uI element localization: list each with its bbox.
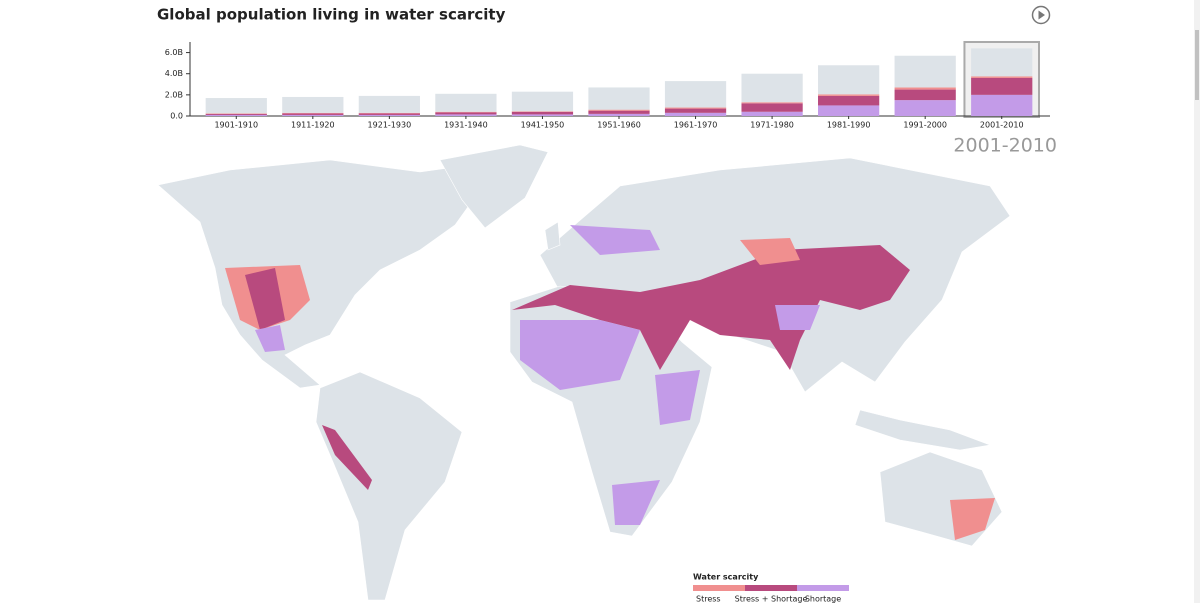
x-tick-label: 1921-1930 xyxy=(368,121,412,130)
bar-segment xyxy=(741,111,803,116)
y-tick-label: 2.0B xyxy=(165,90,183,99)
bar-segment xyxy=(894,87,956,90)
y-tick-label: 4.0B xyxy=(165,69,183,78)
bar-segment xyxy=(741,103,803,112)
north-america xyxy=(157,159,481,389)
bar-segment xyxy=(664,112,727,116)
bar-segment xyxy=(971,77,1033,95)
bar-segment xyxy=(358,95,420,113)
bar-segment xyxy=(205,113,267,114)
region-stress xyxy=(950,498,995,540)
region-shortage xyxy=(570,225,660,255)
bar-segment xyxy=(511,114,574,116)
bar-segment xyxy=(435,114,497,116)
legend-title: Water scarcity xyxy=(693,573,759,582)
region-shortage xyxy=(255,325,285,352)
bar-segment xyxy=(894,55,956,88)
bar-segment xyxy=(511,111,574,112)
x-tick-label: 1971-1980 xyxy=(750,121,794,130)
greenland xyxy=(439,144,549,229)
world-map xyxy=(157,144,1011,601)
region-stress-shortage xyxy=(245,268,285,330)
bar-segment xyxy=(971,76,1033,78)
bar-segment xyxy=(435,112,497,115)
bar-segment xyxy=(818,95,880,106)
x-tick-label: 1931-1940 xyxy=(444,121,488,130)
region-stress-shortage xyxy=(512,245,910,370)
play-circle[interactable] xyxy=(1031,5,1051,25)
bar-segment xyxy=(588,109,650,111)
x-tick-label: 1951-1960 xyxy=(597,121,641,130)
bar-segment xyxy=(741,102,803,104)
x-tick-label: 1961-1970 xyxy=(674,121,718,130)
x-tick-label: 1901-1910 xyxy=(214,121,258,130)
bar-segment xyxy=(664,108,727,113)
bar-segment xyxy=(894,89,956,101)
y-tick-label: 0.0 xyxy=(170,112,183,121)
bar-segment xyxy=(358,112,420,114)
x-tick-label: 1991-2000 xyxy=(903,121,947,130)
bar-segment xyxy=(588,113,650,116)
scrollbar[interactable] xyxy=(1194,0,1200,603)
bar-segment xyxy=(282,112,344,114)
bar-segment xyxy=(588,110,650,114)
y-tick-label: 6.0B xyxy=(165,48,183,57)
bar-segment xyxy=(588,87,650,110)
play-icon[interactable] xyxy=(1038,10,1046,20)
legend-label: Stress + Shortage xyxy=(735,595,808,603)
x-tick-label: 1911-1920 xyxy=(291,121,335,130)
uk xyxy=(544,221,561,251)
region-stress-shortage xyxy=(322,425,372,490)
selected-label: 2001-2010 xyxy=(953,135,1057,157)
legend-swatch xyxy=(797,585,849,591)
region-shortage xyxy=(520,320,640,390)
bar-segment xyxy=(511,91,574,112)
bar-segment xyxy=(435,93,497,112)
bar-segment xyxy=(205,98,267,114)
bar-segment xyxy=(971,48,1033,77)
legend-label: Stress xyxy=(696,595,721,603)
play-button[interactable] xyxy=(1031,5,1051,25)
bar-segment xyxy=(282,96,344,113)
islands xyxy=(854,409,992,451)
bar-segment xyxy=(511,111,574,115)
legend-label: Shortage xyxy=(805,595,841,603)
bar-segment xyxy=(282,113,344,115)
region-shortage xyxy=(655,370,700,425)
bar-segment xyxy=(818,105,880,116)
bar-segment xyxy=(282,114,344,116)
bar-segment xyxy=(205,114,267,116)
x-tick-label: 2001-2010 xyxy=(980,121,1024,130)
bar-segment xyxy=(205,113,267,115)
legend-swatch xyxy=(693,585,745,591)
south-america xyxy=(315,371,463,601)
bar-segment xyxy=(664,81,727,108)
bar-segment xyxy=(358,114,420,116)
bar-segment xyxy=(894,100,956,116)
bar-segment xyxy=(971,94,1033,116)
bar-segment xyxy=(818,94,880,96)
bar-segment xyxy=(818,65,880,95)
bar-segment xyxy=(741,73,803,103)
region-shortage xyxy=(775,305,820,330)
chart-title: Global population living in water scarci… xyxy=(157,6,506,24)
legend-swatch xyxy=(745,585,797,591)
region-shortage xyxy=(612,480,660,525)
bar-segment xyxy=(358,113,420,115)
x-tick-label: 1941-1950 xyxy=(521,121,565,130)
bar-segment xyxy=(664,107,727,109)
region-stress xyxy=(740,238,800,265)
bar-segment xyxy=(435,111,497,113)
scrollbar-thumb[interactable] xyxy=(1195,30,1199,100)
x-tick-label: 1981-1990 xyxy=(827,121,871,130)
